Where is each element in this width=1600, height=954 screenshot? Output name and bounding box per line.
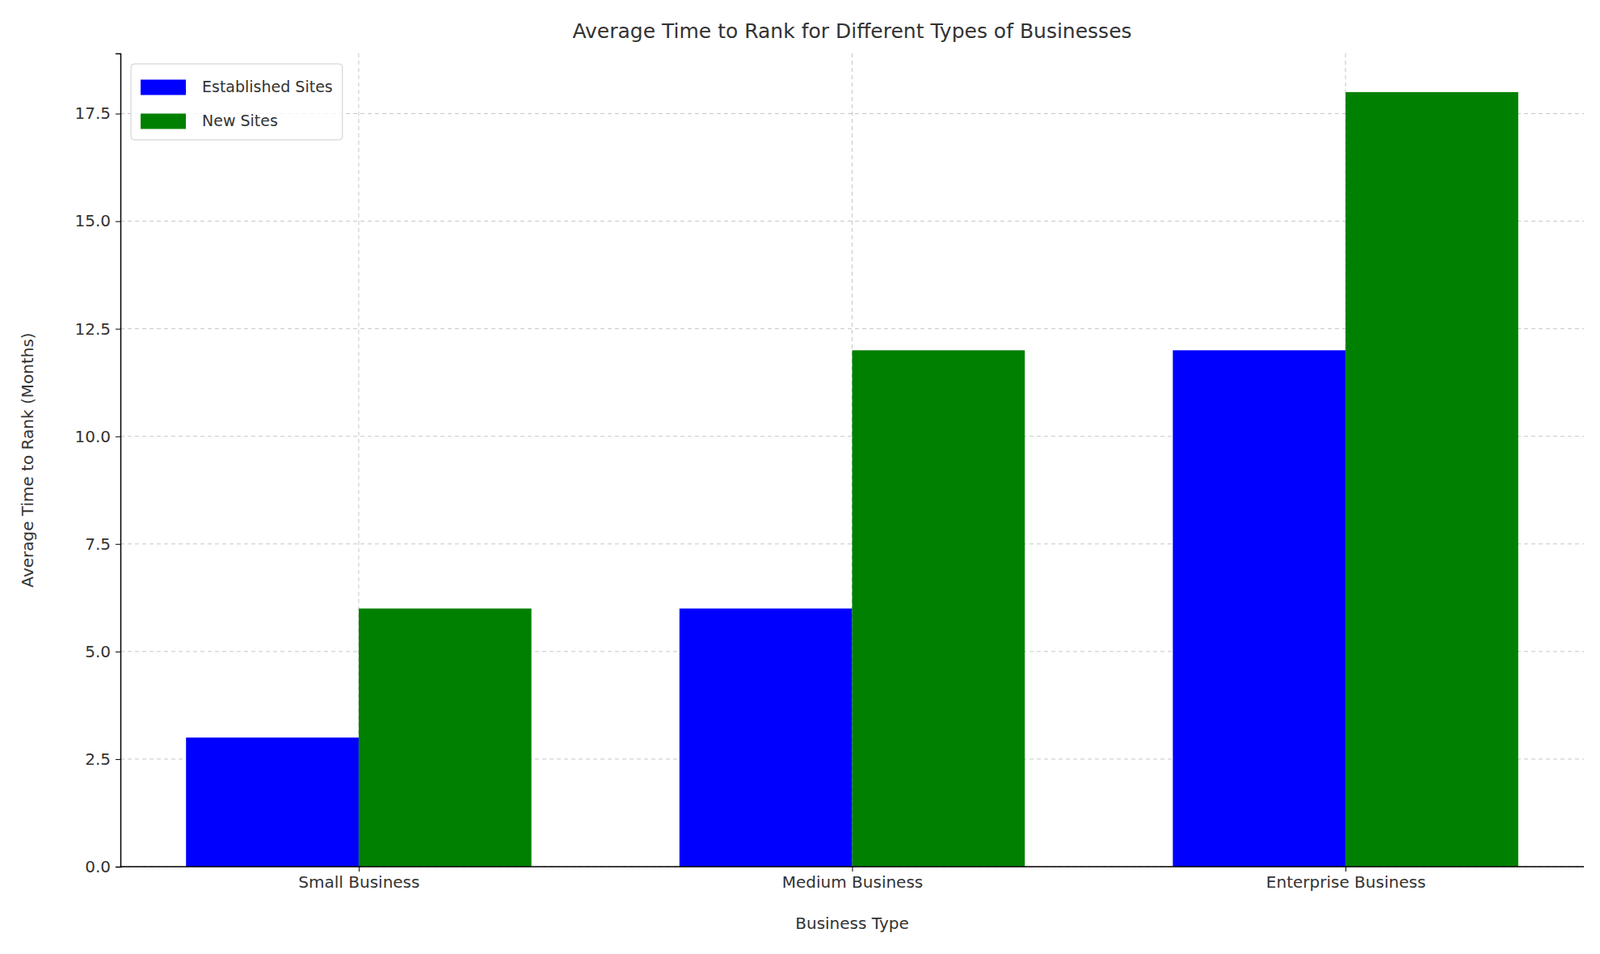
x-tick: Small Business (298, 866, 420, 892)
bars (185, 92, 1519, 867)
y-tick-label: 10.0 (74, 426, 111, 447)
y-tick-mark (115, 543, 121, 545)
y-axis: 0.0 2.5 5.0 7.5 10.0 12.5 15.0 17.5 (74, 54, 121, 876)
bar (358, 608, 532, 867)
x-tick-mark (358, 866, 360, 872)
bar (1172, 349, 1346, 867)
legend-frame (130, 63, 343, 140)
y-tick-mark (115, 113, 121, 115)
legend-label: Established Sites (202, 77, 333, 96)
bar (852, 349, 1026, 867)
x-tick-label: Small Business (298, 871, 420, 892)
legend-swatch (140, 113, 186, 130)
y-tick-mark (115, 221, 121, 223)
y-axis-line (115, 54, 122, 868)
x-tick-label: Enterprise Business (1266, 871, 1426, 892)
y-tick: 0.0 (84, 856, 121, 876)
legend: Established Sites New Sites (130, 63, 343, 140)
y-tick-label: 2.5 (84, 749, 111, 769)
x-tick: Medium Business (782, 866, 924, 892)
y-tick: 10.0 (74, 426, 121, 447)
y-tick-label: 15.0 (74, 210, 111, 231)
y-tick-mark (115, 651, 121, 653)
grid (120, 53, 1584, 867)
y-tick: 12.5 (74, 319, 121, 339)
y-tick-label: 0.0 (84, 856, 111, 876)
bar (185, 736, 359, 867)
y-tick-label: 5.0 (84, 641, 111, 662)
y-tick-mark (115, 758, 121, 760)
chart: 0.0 2.5 5.0 7.5 10.0 12.5 15.0 17.5 Small Busine… (0, 0, 1600, 954)
y-tick-label: 7.5 (84, 534, 111, 554)
y-tick-mark (115, 328, 121, 330)
y-tick: 17.5 (74, 103, 121, 123)
y-tick: 7.5 (84, 534, 121, 554)
title: Average Time to Rank for Different Types… (572, 19, 1132, 43)
x-tick-mark (1345, 866, 1347, 872)
y-tick: 15.0 (74, 210, 121, 231)
y-tick-mark (115, 436, 121, 438)
x-axis-label: Business Type (795, 913, 910, 933)
bar (679, 608, 853, 867)
y-tick-mark (115, 866, 121, 868)
y-tick-label: 17.5 (74, 103, 111, 123)
y-tick: 5.0 (84, 641, 121, 662)
legend-swatch (140, 80, 186, 96)
x-tick-mark (852, 866, 854, 872)
x-tick-label: Medium Business (782, 871, 924, 892)
x-tick: Enterprise Business (1266, 866, 1426, 892)
bar (1345, 92, 1519, 867)
x-axis: Small Business Medium Business Enterprise … (120, 866, 1584, 892)
y-tick: 2.5 (84, 749, 121, 769)
y-tick-label: 12.5 (74, 319, 111, 339)
y-axis-label: Average Time to Rank (Months) (17, 332, 38, 587)
legend-label: New Sites (202, 111, 278, 130)
